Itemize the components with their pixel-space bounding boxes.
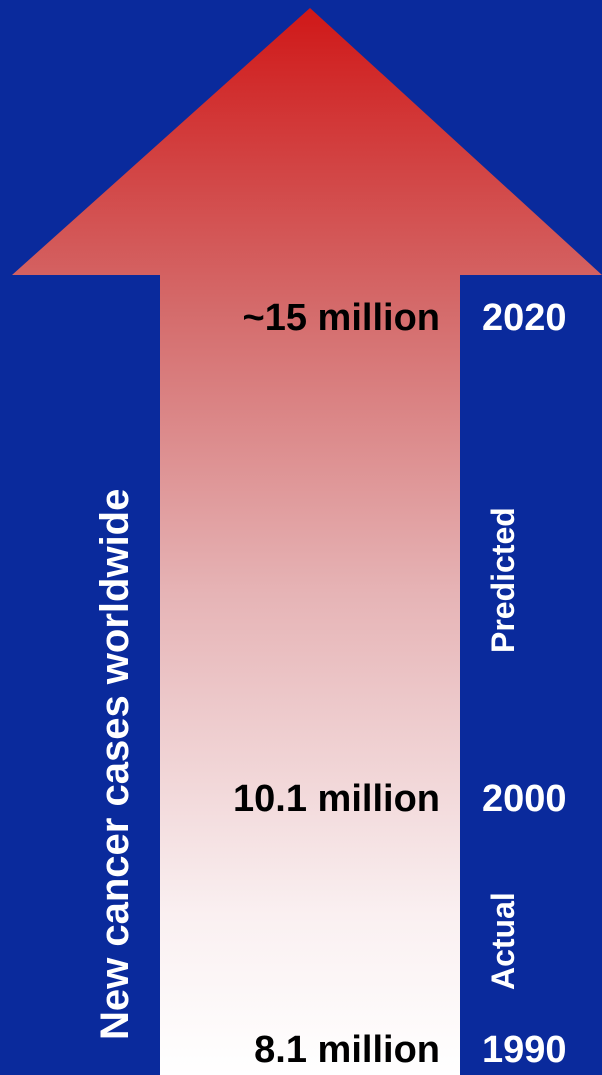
year-label-2000: 2000 [482, 778, 567, 820]
phase-label-actual: Actual [485, 892, 521, 990]
year-label-2020: 2020 [482, 297, 567, 339]
side-title: New cancer cases worldwide [93, 488, 137, 1040]
arrow-shape [12, 8, 602, 1075]
value-label-1990: 8.1 million [254, 1029, 440, 1071]
year-label-1990: 1990 [482, 1029, 567, 1071]
value-label-2000: 10.1 million [233, 778, 440, 820]
value-label-2020: ~15 million [242, 297, 440, 339]
phase-label-predicted: Predicted [485, 507, 521, 653]
